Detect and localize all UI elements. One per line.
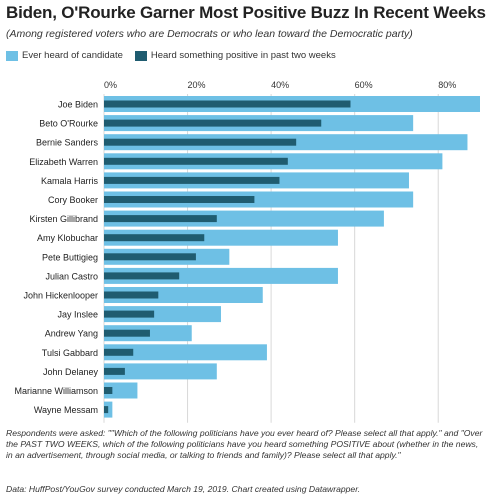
- category-label: Cory Booker: [48, 195, 98, 205]
- chart-title: Biden, O'Rourke Garner Most Positive Buz…: [6, 3, 486, 22]
- bar-heard-positive: [104, 406, 109, 414]
- bar-chart: 0% 20% 40% 60% 80% Joe Biden Beto O'Rourke Bern…: [14, 80, 480, 423]
- legend-swatch-heard-positive: [134, 50, 147, 61]
- chart-source: Data: HuffPost/YouGov survey conducted M…: [6, 484, 361, 494]
- bar-heard-positive: [104, 367, 125, 375]
- category-label: Pete Buttigieg: [42, 252, 98, 262]
- bar-heard-positive: [104, 100, 351, 108]
- bar-heard-positive: [104, 138, 297, 146]
- bar-heard-positive: [104, 329, 150, 337]
- bar-heard-positive: [104, 253, 196, 261]
- chart-subtitle: (Among registered voters who are Democra…: [6, 28, 413, 40]
- category-label: Jay Inslee: [57, 310, 98, 320]
- category-label: Amy Klobuchar: [37, 233, 98, 243]
- category-label: Beto O'Rourke: [39, 119, 98, 129]
- legend-label-heard-positive: Heard something positive in past two wee…: [150, 50, 336, 61]
- bar-heard-positive: [104, 310, 155, 318]
- bar-heard-positive: [104, 215, 217, 223]
- bar-heard-positive: [104, 291, 159, 299]
- category-label: Joe Biden: [58, 100, 98, 110]
- x-tick-label: 80%: [438, 80, 456, 90]
- bar-ever-heard: [104, 210, 384, 227]
- category-label: Marianne Williamson: [14, 386, 98, 396]
- legend-item-ever-heard: Ever heard of candidate: [6, 50, 123, 61]
- category-label: Bernie Sanders: [36, 138, 99, 148]
- bar-heard-positive: [104, 196, 255, 203]
- legend-swatch-ever-heard: [6, 50, 18, 61]
- x-tick-label: 0%: [104, 80, 117, 90]
- legend: Ever heard of candidate Heard something …: [6, 50, 348, 61]
- category-label: John Hickenlooper: [23, 291, 98, 301]
- category-label: John Delaney: [43, 367, 99, 377]
- bar-ever-heard: [104, 344, 267, 361]
- bar-heard-positive: [104, 387, 113, 394]
- bar-ever-heard: [104, 306, 221, 323]
- category-label: Kamala Harris: [41, 176, 99, 186]
- bar-heard-positive: [104, 234, 205, 242]
- category-label: Julian Castro: [45, 271, 98, 281]
- category-label: Andrew Yang: [45, 329, 98, 339]
- x-tick-label: 40%: [271, 80, 289, 90]
- category-label: Kirsten Gillibrand: [29, 214, 98, 224]
- bar-heard-positive: [104, 272, 180, 280]
- bar-ever-heard: [104, 267, 338, 284]
- category-label: Wayne Messam: [34, 405, 98, 415]
- bar-ever-heard: [104, 191, 414, 208]
- bar-heard-positive: [104, 348, 134, 356]
- category-label: Tulsi Gabbard: [42, 348, 98, 358]
- bar-ever-heard: [104, 287, 263, 303]
- bar-ever-heard: [104, 229, 338, 246]
- legend-item-heard-positive: Heard something positive in past two wee…: [134, 50, 336, 61]
- chart-notes: Respondents were asked: ""Which of the f…: [6, 428, 483, 460]
- x-tick-label: 60%: [355, 80, 373, 90]
- bar-ever-heard: [104, 382, 138, 399]
- bar-ever-heard: [104, 363, 217, 380]
- legend-label-ever-heard: Ever heard of candidate: [22, 50, 123, 61]
- bar-heard-positive: [104, 119, 322, 127]
- x-tick-label: 20%: [188, 80, 206, 90]
- bar-heard-positive: [104, 157, 288, 165]
- category-label: Elizabeth Warren: [29, 157, 98, 167]
- bar-heard-positive: [104, 176, 280, 184]
